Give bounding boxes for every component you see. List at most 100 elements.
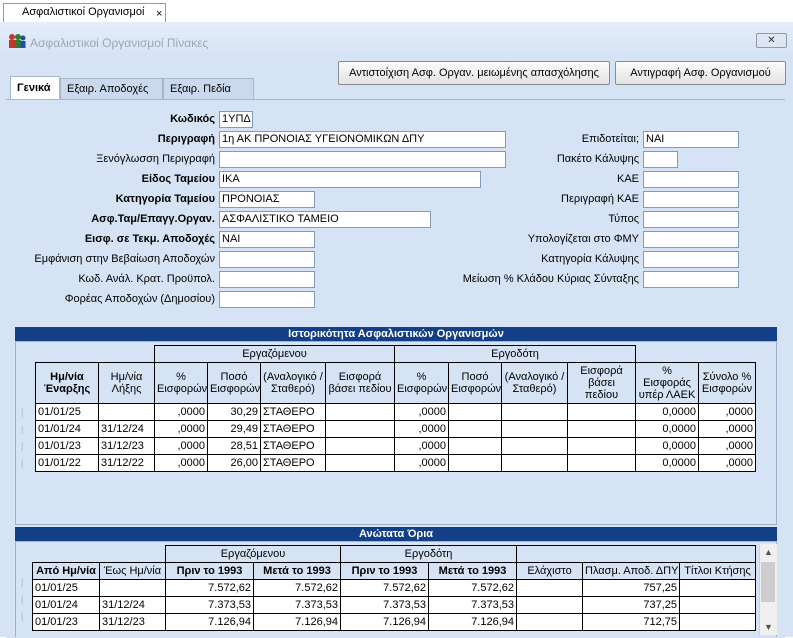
cell[interactable]: ,0000 <box>698 403 757 421</box>
cell[interactable]: 01/01/24 <box>35 420 99 438</box>
cell[interactable]: 757,25 <box>582 579 681 597</box>
cell[interactable] <box>501 403 568 421</box>
cell[interactable] <box>566 403 637 421</box>
window-close-button[interactable]: ✕ <box>756 33 787 48</box>
table-row[interactable]: 01/01/25 ,0000 30,29 ΣΤΑΘΕΡΟ ,0000 0,0000… <box>35 403 757 421</box>
cell[interactable]: 31/12/23 <box>99 613 166 631</box>
limits-scrollbar[interactable]: ▲ ▼ <box>759 544 777 635</box>
contrib-earnings-field[interactable]: ΝΑΙ <box>219 231 315 248</box>
table-row[interactable]: 01/01/23 31/12/23 ,0000 28,51 ΣΤΑΘΕΡΟ ,000… <box>35 437 757 455</box>
cell[interactable]: 7.572,62 <box>253 579 341 597</box>
cell[interactable]: 31/12/24 <box>98 420 155 438</box>
cell[interactable]: ,0000 <box>698 454 757 472</box>
table-row[interactable]: 01/01/23 31/12/23 7.126,94 7.126,94 7.126,… <box>32 613 757 631</box>
cell[interactable]: ,0000 <box>698 437 757 455</box>
cell[interactable]: 0,0000 <box>635 437 700 455</box>
table-row[interactable]: 01/01/24 31/12/24 7.373,53 7.373,53 7.373,… <box>32 596 757 614</box>
calc-fmy-field[interactable] <box>643 231 739 248</box>
col-acquisition-titles[interactable]: Τίτλοι Κτήσης <box>679 562 757 580</box>
col-total-pct[interactable]: Σύνολο % Εισφορών <box>698 362 757 404</box>
col-employee-before-1993[interactable]: Πριν το 1993 <box>165 562 254 580</box>
table-row[interactable]: 01/01/22 31/12/22 ,0000 26,00 ΣΤΑΘΕΡΟ ,000… <box>35 454 757 472</box>
col-to-date[interactable]: Έως Ημ/νία <box>99 562 166 580</box>
kae-description-field[interactable] <box>643 191 739 208</box>
col-end-date[interactable]: Ημ/νία Λήξης <box>98 362 155 404</box>
col-employer-amount[interactable]: Ποσό Εισφορών <box>448 362 502 404</box>
cell[interactable] <box>679 613 757 631</box>
cell[interactable]: ΣΤΑΘΕΡΟ <box>260 454 326 472</box>
cell[interactable]: 7.373,53 <box>427 596 518 614</box>
cell[interactable]: ΣΤΑΘΕΡΟ <box>260 437 326 455</box>
cell[interactable] <box>516 613 584 631</box>
match-reduced-employment-button[interactable]: Αντιστοίχιση Ασφ. Οργαν. μειωμένης απασχ… <box>338 61 610 85</box>
cell[interactable]: 7.572,62 <box>427 579 518 597</box>
cell[interactable] <box>448 420 502 438</box>
col-employer-mode[interactable]: (Αναλογικό / Σταθερό) <box>501 362 568 404</box>
cell[interactable] <box>98 403 155 421</box>
col-laek-pct[interactable]: % Εισφοράς υπέρ ΛΑΕΚ <box>635 362 700 404</box>
cell[interactable] <box>325 437 395 455</box>
cell[interactable]: 0,0000 <box>635 454 700 472</box>
col-notional-earnings[interactable]: Πλασμ. Αποδ. ΔΠΥ <box>582 562 681 580</box>
cell[interactable] <box>448 437 502 455</box>
cell[interactable]: 01/01/25 <box>35 403 99 421</box>
cell[interactable]: 26,00 <box>207 454 261 472</box>
cell[interactable]: ,0000 <box>394 454 449 472</box>
col-from-date[interactable]: Από Ημ/νία <box>32 562 100 580</box>
col-employee-pct[interactable]: % Εισφορών <box>154 362 208 404</box>
cell[interactable] <box>566 454 637 472</box>
scroll-down-icon[interactable]: ▼ <box>764 622 773 632</box>
cell[interactable]: 01/01/23 <box>32 613 100 631</box>
cell[interactable] <box>501 437 568 455</box>
col-employer-after-1993[interactable]: Μετά το 1993 <box>427 562 518 580</box>
fund-org-field[interactable]: ΑΣΦΑΛΙΣΤΙΚΟ ΤΑΜΕΙΟ <box>219 211 431 228</box>
kae-field[interactable] <box>643 171 739 188</box>
fund-type-field[interactable]: ΙΚΑ <box>219 171 481 188</box>
cell[interactable]: ,0000 <box>154 454 208 472</box>
cell[interactable] <box>501 454 568 472</box>
cell[interactable]: 7.126,94 <box>253 613 341 631</box>
table-row[interactable]: 01/01/24 31/12/24 ,0000 29,49 ΣΤΑΘΕΡΟ ,000… <box>35 420 757 438</box>
tab-excluded-earnings[interactable]: Εξαιρ. Αποδοχές <box>60 78 163 99</box>
cell[interactable]: 737,25 <box>582 596 681 614</box>
table-row[interactable]: 01/01/25 7.572,62 7.572,62 7.572,62 7.572,… <box>32 579 757 597</box>
subsidized-field[interactable]: ΝΑΙ <box>643 131 739 148</box>
col-employer-field-contrib[interactable]: Εισφορά βάσει πεδίου <box>566 362 637 404</box>
col-employer-pct[interactable]: % Εισφορών <box>394 362 449 404</box>
cell[interactable]: 31/12/24 <box>99 596 166 614</box>
cell[interactable]: 31/12/23 <box>98 437 155 455</box>
code-field[interactable]: 1ΥΠΔ <box>219 111 253 128</box>
col-start-date[interactable]: Ημ/νία Έναρξης <box>35 362 99 404</box>
cell[interactable]: ,0000 <box>698 420 757 438</box>
cell[interactable]: 7.126,94 <box>427 613 518 631</box>
cell[interactable]: 01/01/25 <box>32 579 100 597</box>
col-employee-field-contrib[interactable]: Εισφορά βάσει πεδίου <box>325 362 395 404</box>
cell[interactable] <box>679 579 757 597</box>
cell[interactable] <box>679 596 757 614</box>
cell[interactable]: 7.373,53 <box>253 596 341 614</box>
cell[interactable]: 31/12/22 <box>98 454 155 472</box>
cell[interactable]: ΣΤΑΘΕΡΟ <box>260 403 326 421</box>
show-cert-field[interactable] <box>219 251 315 268</box>
cell[interactable]: ,0000 <box>394 403 449 421</box>
close-icon[interactable]: × <box>156 8 163 20</box>
copy-organization-button[interactable]: Αντιγραφή Ασφ. Οργανισμού <box>615 61 786 85</box>
cell[interactable]: 7.572,62 <box>340 579 429 597</box>
cell[interactable] <box>448 454 502 472</box>
cell[interactable]: ,0000 <box>154 437 208 455</box>
reduction-field[interactable] <box>643 271 739 288</box>
cell[interactable] <box>325 403 395 421</box>
cell[interactable] <box>99 579 166 597</box>
cell[interactable]: 01/01/23 <box>35 437 99 455</box>
description-field[interactable]: 1η ΑΚ ΠΡΟΝΟΙΑΣ ΥΓΕΙΟΝΟΜΙΚΩΝ ΔΠΥ <box>219 131 506 148</box>
cell[interactable]: 01/01/24 <box>32 596 100 614</box>
cell[interactable]: 28,51 <box>207 437 261 455</box>
type-field[interactable] <box>643 211 739 228</box>
cell[interactable]: ,0000 <box>154 420 208 438</box>
col-minimum[interactable]: Ελάχιστο <box>516 562 584 580</box>
cell[interactable]: 7.373,53 <box>340 596 429 614</box>
cell[interactable]: 7.373,53 <box>165 596 254 614</box>
col-employee-mode[interactable]: (Αναλογικό / Σταθερό) <box>260 362 326 404</box>
col-employer-before-1993[interactable]: Πριν το 1993 <box>340 562 429 580</box>
cell[interactable]: 01/01/22 <box>35 454 99 472</box>
